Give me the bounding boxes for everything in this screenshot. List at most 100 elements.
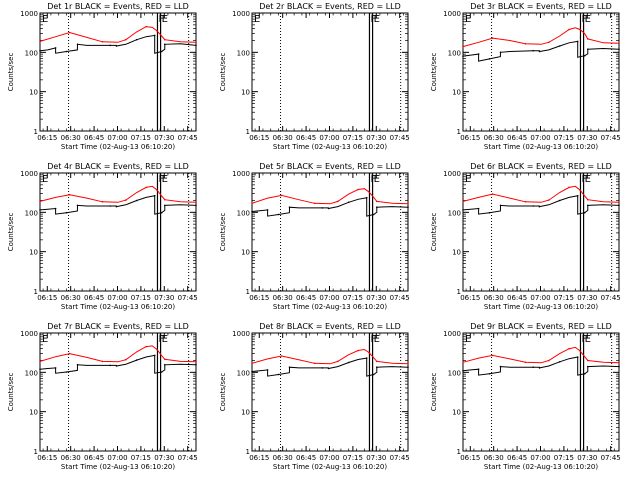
data-point (195, 201, 197, 204)
y-tick-label: 1 (246, 128, 250, 136)
marker-label-e: E (162, 14, 168, 25)
data-point (376, 360, 378, 363)
series-line-events (39, 354, 197, 374)
data-point (251, 210, 253, 213)
data-point (156, 30, 158, 32)
data-point (583, 54, 586, 57)
x-tick-label: 06:15 (249, 454, 269, 462)
panel-title: Det 8r BLACK = Events, RED = LLD (259, 322, 401, 331)
data-point (583, 211, 586, 214)
data-point (488, 373, 491, 375)
x-tick-label: 07:00 (319, 454, 339, 462)
x-axis-label: Start Time (02-Aug-13 06:10:20) (273, 143, 387, 151)
x-axis-label: Start Time (02-Aug-13 06:10:20) (484, 463, 598, 471)
data-point (266, 369, 269, 371)
data-point (145, 186, 147, 189)
panel-title: Det 7r BLACK = Events, RED = LLD (47, 322, 189, 331)
y-tick-label: 100 (448, 49, 461, 57)
marker-label-f: F (581, 334, 587, 345)
data-point (109, 364, 111, 367)
data-point (39, 360, 41, 363)
plot-frame (462, 172, 620, 292)
x-tick-label: 07:45 (601, 294, 621, 302)
data-point (327, 207, 330, 210)
data-point (407, 366, 409, 369)
y-axis-label: Counts/sec (219, 373, 227, 412)
data-point (587, 365, 589, 368)
data-point (160, 371, 163, 373)
data-point (618, 42, 620, 45)
data-point (313, 362, 316, 365)
y-axis-label: Counts/sec (430, 53, 438, 92)
y-tick-label: 1000 (20, 170, 38, 178)
series-line-lld (462, 185, 620, 203)
series-line-lld (251, 188, 409, 205)
data-point (368, 191, 370, 193)
data-point (491, 354, 494, 357)
data-point (115, 45, 118, 47)
data-point (618, 204, 620, 207)
x-tick-label: 06:15 (460, 454, 480, 462)
plot-frame (251, 172, 409, 292)
data-point (462, 200, 464, 203)
data-point (491, 193, 494, 195)
series-line-lld (462, 27, 620, 48)
data-point (568, 347, 570, 350)
data-point (499, 204, 502, 207)
data-point (587, 204, 589, 207)
panel-det-8: Det 8r BLACK = Events, RED = LLD 1 10 100 10… (219, 322, 410, 471)
data-point (153, 194, 156, 197)
marker-label-e: E (585, 334, 591, 345)
data-point (477, 368, 480, 371)
data-point (68, 31, 71, 34)
left-marker-label: E (465, 334, 471, 345)
x-tick-label: 07:45 (601, 454, 621, 462)
y-tick-label: 1000 (443, 170, 461, 178)
y-tick-label: 10 (452, 249, 461, 257)
data-point (337, 360, 339, 363)
data-point (54, 47, 57, 49)
marker-label-f: F (158, 334, 164, 345)
data-point (76, 43, 79, 46)
x-tick-label: 06:30 (61, 454, 81, 462)
panel-det-5: Det 5r BLACK = Events, RED = LLD 1 10 100 10… (219, 162, 410, 311)
data-point (587, 38, 589, 40)
data-point (164, 43, 166, 46)
x-tick-label: 06:45 (296, 134, 316, 142)
data-point (321, 207, 324, 209)
y-tick-label: 1 (34, 288, 38, 296)
data-point (101, 360, 104, 363)
y-tick-label: 1000 (443, 330, 461, 338)
data-point (538, 50, 541, 53)
panel-det-7: Det 7r BLACK = Events, RED = LLD 1 10 100 10… (7, 322, 198, 471)
y-tick-label: 1000 (232, 330, 250, 338)
marker-label-e: E (374, 174, 380, 185)
x-tick-label: 06:30 (61, 134, 81, 142)
data-point (195, 44, 197, 47)
x-tick-label: 07:30 (154, 134, 174, 142)
x-tick-label: 06:45 (84, 134, 104, 142)
y-tick-label: 10 (241, 409, 250, 417)
data-point (347, 361, 350, 364)
data-point (266, 209, 269, 211)
data-point (277, 373, 280, 376)
data-point (558, 199, 561, 202)
plot-frame (251, 12, 409, 132)
data-point (532, 49, 534, 52)
data-point (357, 188, 359, 191)
data-point (54, 207, 57, 210)
y-tick-label: 10 (452, 409, 461, 417)
data-point (407, 203, 409, 205)
x-tick-label: 07:00 (107, 454, 127, 462)
data-point (251, 362, 253, 365)
data-point (76, 364, 79, 366)
series-line-events (462, 195, 620, 215)
data-point (618, 365, 620, 368)
marker-label-f: F (581, 174, 587, 185)
x-tick-label: 06:15 (37, 454, 57, 462)
data-point (618, 201, 620, 204)
x-tick-label: 06:15 (37, 294, 57, 302)
data-point (160, 50, 163, 53)
y-tick-label: 10 (241, 89, 250, 97)
data-point (568, 186, 570, 189)
